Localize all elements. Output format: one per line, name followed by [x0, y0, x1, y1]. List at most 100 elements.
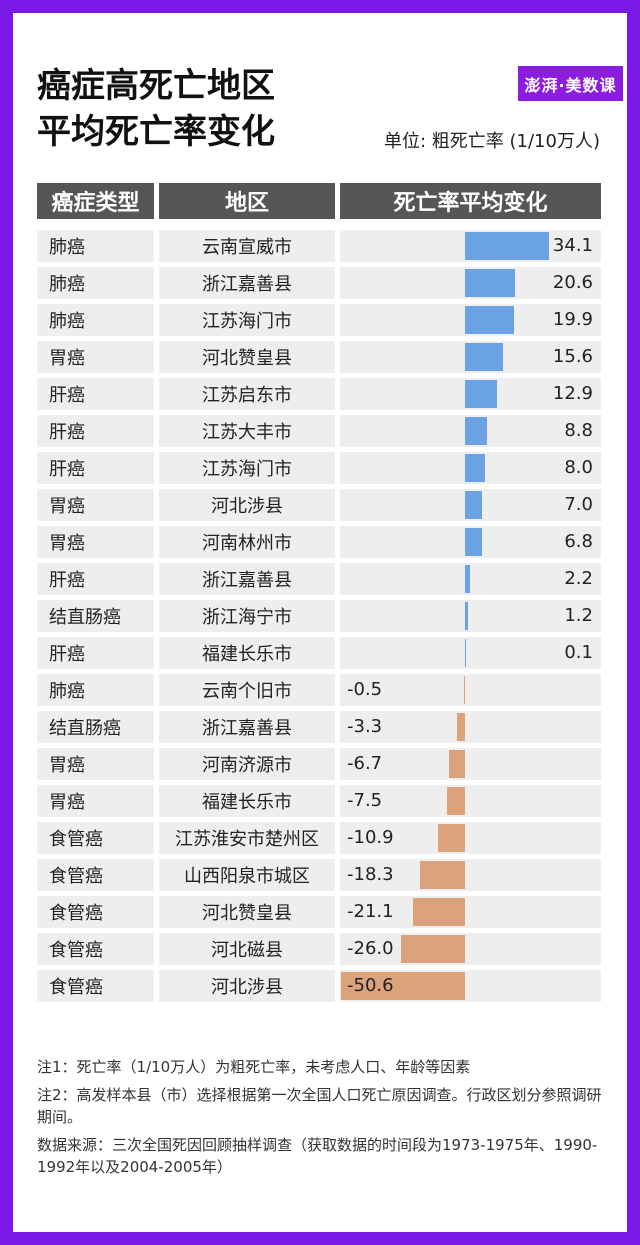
row-region: 福建长乐市	[159, 637, 335, 669]
row-region: 浙江嘉善县	[159, 267, 335, 299]
value-label: -7.5	[347, 790, 383, 811]
row-bar-cell: 7.0	[340, 489, 601, 521]
row-region: 江苏海门市	[159, 452, 335, 484]
row-bar-cell: 6.8	[340, 526, 601, 558]
row-bar-cell: 8.0	[340, 452, 601, 484]
row-cancer-type: 胃癌	[37, 526, 154, 558]
bar	[413, 898, 465, 926]
row-cancer-type: 食管癌	[37, 859, 154, 891]
row-bar-cell: 34.1	[340, 230, 601, 262]
bar	[465, 565, 471, 593]
bar	[465, 343, 504, 371]
row-bar-cell: 20.6	[340, 267, 601, 299]
row-cancer-type: 肺癌	[37, 304, 154, 336]
note-1: 注1：死亡率（1/10万人）为粗死亡率，未考虑人口、年龄等因素	[37, 1058, 471, 1076]
value-label: 1.2	[564, 605, 593, 626]
bar	[465, 491, 483, 519]
footnotes: 注1：死亡率（1/10万人）为粗死亡率，未考虑人口、年龄等因素 注2：高发样本县…	[37, 1056, 607, 1184]
row-cancer-type: 肝癌	[37, 378, 154, 410]
row-region: 河南济源市	[159, 748, 335, 780]
bar	[401, 935, 465, 963]
value-label: -18.3	[347, 864, 394, 885]
row-bar-cell: 0.1	[340, 637, 601, 669]
row-region: 云南个旧市	[159, 674, 335, 706]
bar	[465, 602, 468, 630]
row-region: 云南宣威市	[159, 230, 335, 262]
row-cancer-type: 胃癌	[37, 785, 154, 817]
bar	[465, 639, 466, 667]
row-bar-cell: -3.3	[340, 711, 601, 743]
bar	[420, 861, 465, 889]
row-region: 河北赞皇县	[159, 896, 335, 928]
value-label: 34.1	[552, 235, 593, 256]
value-label: 19.9	[552, 309, 593, 330]
row-region: 福建长乐市	[159, 785, 335, 817]
row-region: 河北涉县	[159, 489, 335, 521]
row-cancer-type: 结直肠癌	[37, 711, 154, 743]
row-bar-cell: 2.2	[340, 563, 601, 595]
bar	[465, 454, 485, 482]
bar	[465, 306, 514, 334]
row-cancer-type: 肺癌	[37, 267, 154, 299]
value-label: 20.6	[552, 272, 593, 293]
data-source: 数据来源：三次全国死因回顾抽样调查（获取数据的时间段为1973-1975年、19…	[37, 1136, 598, 1176]
row-region: 浙江嘉善县	[159, 711, 335, 743]
note-2: 注2：高发样本县（市）选择根据第一次全国人口死亡原因调查。行政区划分参照调研期间…	[37, 1086, 602, 1126]
brand-logo: 澎湃·美数课	[518, 66, 623, 101]
value-label: 2.2	[564, 568, 593, 589]
row-region: 江苏启东市	[159, 378, 335, 410]
title-line-1: 癌症高死亡地区	[37, 66, 275, 106]
row-cancer-type: 食管癌	[37, 822, 154, 854]
row-cancer-type: 肝癌	[37, 415, 154, 447]
row-cancer-type: 肝癌	[37, 452, 154, 484]
value-label: -3.3	[347, 716, 383, 737]
value-label: -50.6	[347, 975, 394, 996]
row-cancer-type: 胃癌	[37, 748, 154, 780]
row-bar-cell: 12.9	[340, 378, 601, 410]
bar	[465, 528, 482, 556]
value-label: -10.9	[347, 827, 394, 848]
value-label: -26.0	[347, 938, 394, 959]
value-label: -6.7	[347, 753, 383, 774]
header-cancer-type: 癌症类型	[37, 183, 154, 219]
row-bar-cell: 1.2	[340, 600, 601, 632]
row-region: 河北涉县	[159, 970, 335, 1002]
bar	[438, 824, 465, 852]
row-region: 江苏大丰市	[159, 415, 335, 447]
row-cancer-type: 肺癌	[37, 230, 154, 262]
row-bar-cell: 19.9	[340, 304, 601, 336]
row-cancer-type: 肺癌	[37, 674, 154, 706]
page-title: 癌症高死亡地区 平均死亡率变化	[37, 63, 275, 155]
row-bar-cell: -10.9	[340, 822, 601, 854]
row-cancer-type: 结直肠癌	[37, 600, 154, 632]
row-region: 河北磁县	[159, 933, 335, 965]
value-label: -21.1	[347, 901, 394, 922]
row-cancer-type: 胃癌	[37, 489, 154, 521]
value-label: 7.0	[564, 494, 593, 515]
bar	[448, 750, 465, 778]
bar	[465, 380, 497, 408]
row-region: 浙江嘉善县	[159, 563, 335, 595]
row-bar-cell: -26.0	[340, 933, 601, 965]
row-bar-cell: -0.5	[340, 674, 601, 706]
bar	[465, 232, 549, 260]
bar	[463, 676, 465, 704]
value-label: 8.8	[564, 420, 593, 441]
row-bar-cell: -21.1	[340, 896, 601, 928]
value-label: -0.5	[347, 679, 383, 700]
row-cancer-type: 肝癌	[37, 637, 154, 669]
header-rate-change: 死亡率平均变化	[340, 183, 601, 219]
header-region: 地区	[159, 183, 335, 219]
unit-label: 单位: 粗死亡率 (1/10万人)	[384, 131, 600, 152]
row-bar-cell: 8.8	[340, 415, 601, 447]
value-label: 12.9	[552, 383, 593, 404]
title-line-2: 平均死亡率变化	[37, 112, 275, 152]
row-bar-cell: -18.3	[340, 859, 601, 891]
row-region: 浙江海宁市	[159, 600, 335, 632]
row-region: 山西阳泉市城区	[159, 859, 335, 891]
row-region: 河南林州市	[159, 526, 335, 558]
value-label: 6.8	[564, 531, 593, 552]
row-region: 江苏淮安市楚州区	[159, 822, 335, 854]
bar	[456, 713, 465, 741]
row-region: 河北赞皇县	[159, 341, 335, 373]
